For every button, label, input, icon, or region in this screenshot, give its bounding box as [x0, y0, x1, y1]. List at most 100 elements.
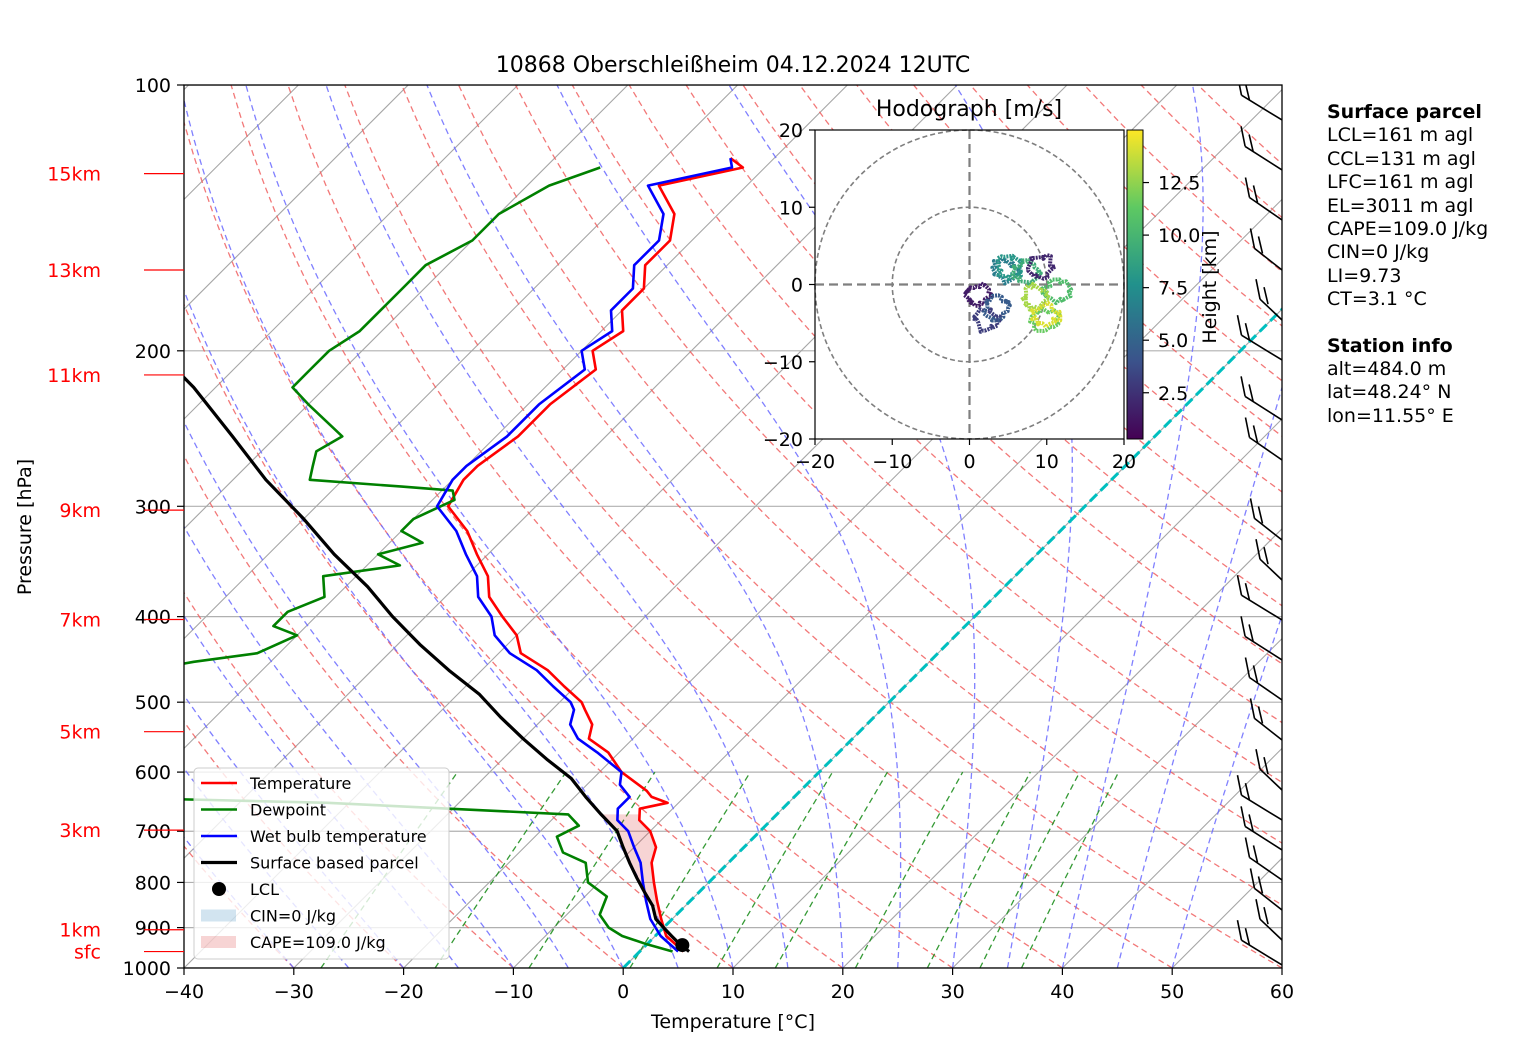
zero-isotherm	[622, 307, 1282, 968]
wind-barb-flag	[1252, 185, 1259, 203]
y-tick-label: 800	[135, 872, 171, 894]
moist-adiabat	[245, 85, 734, 968]
colorbar-tick-label: 2.5	[1158, 383, 1188, 405]
surface-parcel-heading: Surface parcel	[1327, 101, 1482, 123]
wind-barb-staff	[1249, 436, 1282, 461]
wind-barb-staff	[1241, 794, 1282, 821]
legend-swatch	[201, 909, 236, 922]
legend: Temperature Dewpoint Wet bulb temperature S…	[193, 767, 450, 960]
wind-barb-flag	[1244, 657, 1251, 678]
hodograph-y-label: −20	[763, 429, 803, 451]
hodograph-segment	[970, 307, 1002, 334]
station-latitude: lat=48.24° N	[1327, 381, 1452, 404]
height-label: 11km	[47, 365, 101, 387]
colorbar-label: Height [km]	[1199, 230, 1221, 343]
wind-barb-flag	[1263, 756, 1269, 775]
li-value: LI=9.73	[1327, 264, 1402, 287]
lcl-value: LCL=161 m agl	[1327, 124, 1474, 147]
el-value: EL=3011 m agl	[1327, 194, 1474, 217]
hodograph-ticks: −20 −10 0 10 20 −20 −10 0 10 20	[763, 120, 1136, 473]
wind-barb-flag	[1263, 906, 1269, 925]
isotherm-line	[184, 85, 409, 310]
height-label: 1km	[59, 920, 101, 942]
height-label: 7km	[59, 609, 101, 631]
hodograph-segment	[1026, 253, 1058, 281]
wind-barb-flag	[1236, 575, 1243, 596]
series-wet-bulb-temperature	[435, 157, 734, 953]
x-tick-label: −30	[274, 981, 314, 1003]
y-tick-label: 200	[135, 341, 171, 363]
y-tick-label: 100	[135, 75, 171, 97]
y-tick-label: 300	[135, 496, 171, 518]
wind-barb-flag	[1263, 286, 1269, 305]
mixing-ratio-line	[716, 771, 834, 968]
moist-adiabat	[184, 97, 679, 968]
wind-barb-flag	[1252, 665, 1259, 683]
hodograph-segment	[981, 293, 1012, 323]
cape-value: CAPE=109.0 J/kg	[1327, 218, 1489, 241]
legend-swatch	[212, 882, 226, 896]
hodograph-inset: Hodograph [m/s] −20 −10 0 10 20 −20 −10 0 10 20 2…	[763, 97, 1221, 473]
height-label: 3km	[59, 820, 101, 842]
lfc-value: LFC=161 m agl	[1327, 171, 1474, 194]
dry-adiabat	[287, 85, 1063, 968]
hodograph-y-label: 10	[779, 197, 803, 219]
station-altitude: alt=484.0 m	[1327, 358, 1447, 381]
isotherm-line	[732, 418, 1282, 968]
x-tick-label: 20	[831, 981, 855, 1003]
dry-adiabat	[184, 302, 734, 968]
wind-barb-staff	[1259, 558, 1282, 581]
series-dewpoint	[184, 166, 673, 953]
hodograph-y-label: 20	[779, 120, 803, 142]
wind-barb-staff	[1244, 145, 1282, 171]
x-tick-label: 60	[1270, 981, 1294, 1003]
mixing-ratio-line	[528, 771, 656, 968]
x-axis-label: Temperature [°C]	[650, 1011, 815, 1033]
wind-barb-staff	[1259, 298, 1282, 321]
legend-box	[193, 767, 450, 960]
hodograph-x-label: −10	[872, 451, 912, 473]
x-tick-label: 0	[617, 981, 629, 1003]
hodograph-trace	[962, 253, 1074, 334]
wind-barb-staff	[1241, 334, 1282, 361]
wind-barb-staff	[1253, 887, 1282, 911]
wind-barb-staff	[1259, 918, 1282, 941]
cape-area	[601, 814, 680, 945]
series-temperature	[446, 157, 745, 953]
dry-adiabat	[401, 85, 1282, 968]
mixing-ratio-line	[774, 771, 888, 968]
wind-barb-staff	[1253, 517, 1282, 541]
wind-barb-staff	[1241, 939, 1282, 966]
mixing-ratio-line	[854, 771, 964, 968]
wind-barb-staff	[1259, 768, 1282, 791]
mixing-ratio-line	[434, 771, 567, 968]
wind-barb-flag	[1255, 279, 1261, 300]
wind-barb-staff	[1241, 594, 1282, 621]
moist-adiabat	[325, 85, 789, 968]
colorbar-tick-label: 12.5	[1158, 173, 1200, 195]
dry-adiabat	[514, 85, 1282, 844]
dry-adiabat	[344, 85, 1173, 968]
x-tick-label: 10	[721, 981, 745, 1003]
legend-label: CIN=0 J/kg	[250, 907, 336, 926]
y-tick-label: 900	[135, 918, 171, 940]
wind-barb-flag	[1244, 417, 1251, 438]
wind-barb-flag	[1240, 376, 1246, 397]
wind-barb-flag	[1245, 85, 1251, 101]
wind-barb-flag	[1255, 539, 1261, 560]
wind-barbs	[1236, 85, 1282, 966]
wind-barb-flag	[1249, 498, 1256, 519]
mixing-ratio-line	[926, 771, 1031, 968]
isotherm-line	[184, 85, 519, 420]
moist-adiabat	[1171, 613, 1282, 968]
moist-adiabat	[556, 85, 902, 968]
wind-barb-staff	[1249, 676, 1282, 701]
colorbar-tick-label: 7.5	[1158, 278, 1188, 300]
x-tick-label: 30	[941, 981, 965, 1003]
mixing-ratio-line	[1020, 771, 1120, 968]
hodograph-y-label: −10	[763, 352, 803, 374]
hodograph-x-label: 10	[1035, 451, 1059, 473]
hodograph-x-label: 20	[1112, 451, 1136, 473]
